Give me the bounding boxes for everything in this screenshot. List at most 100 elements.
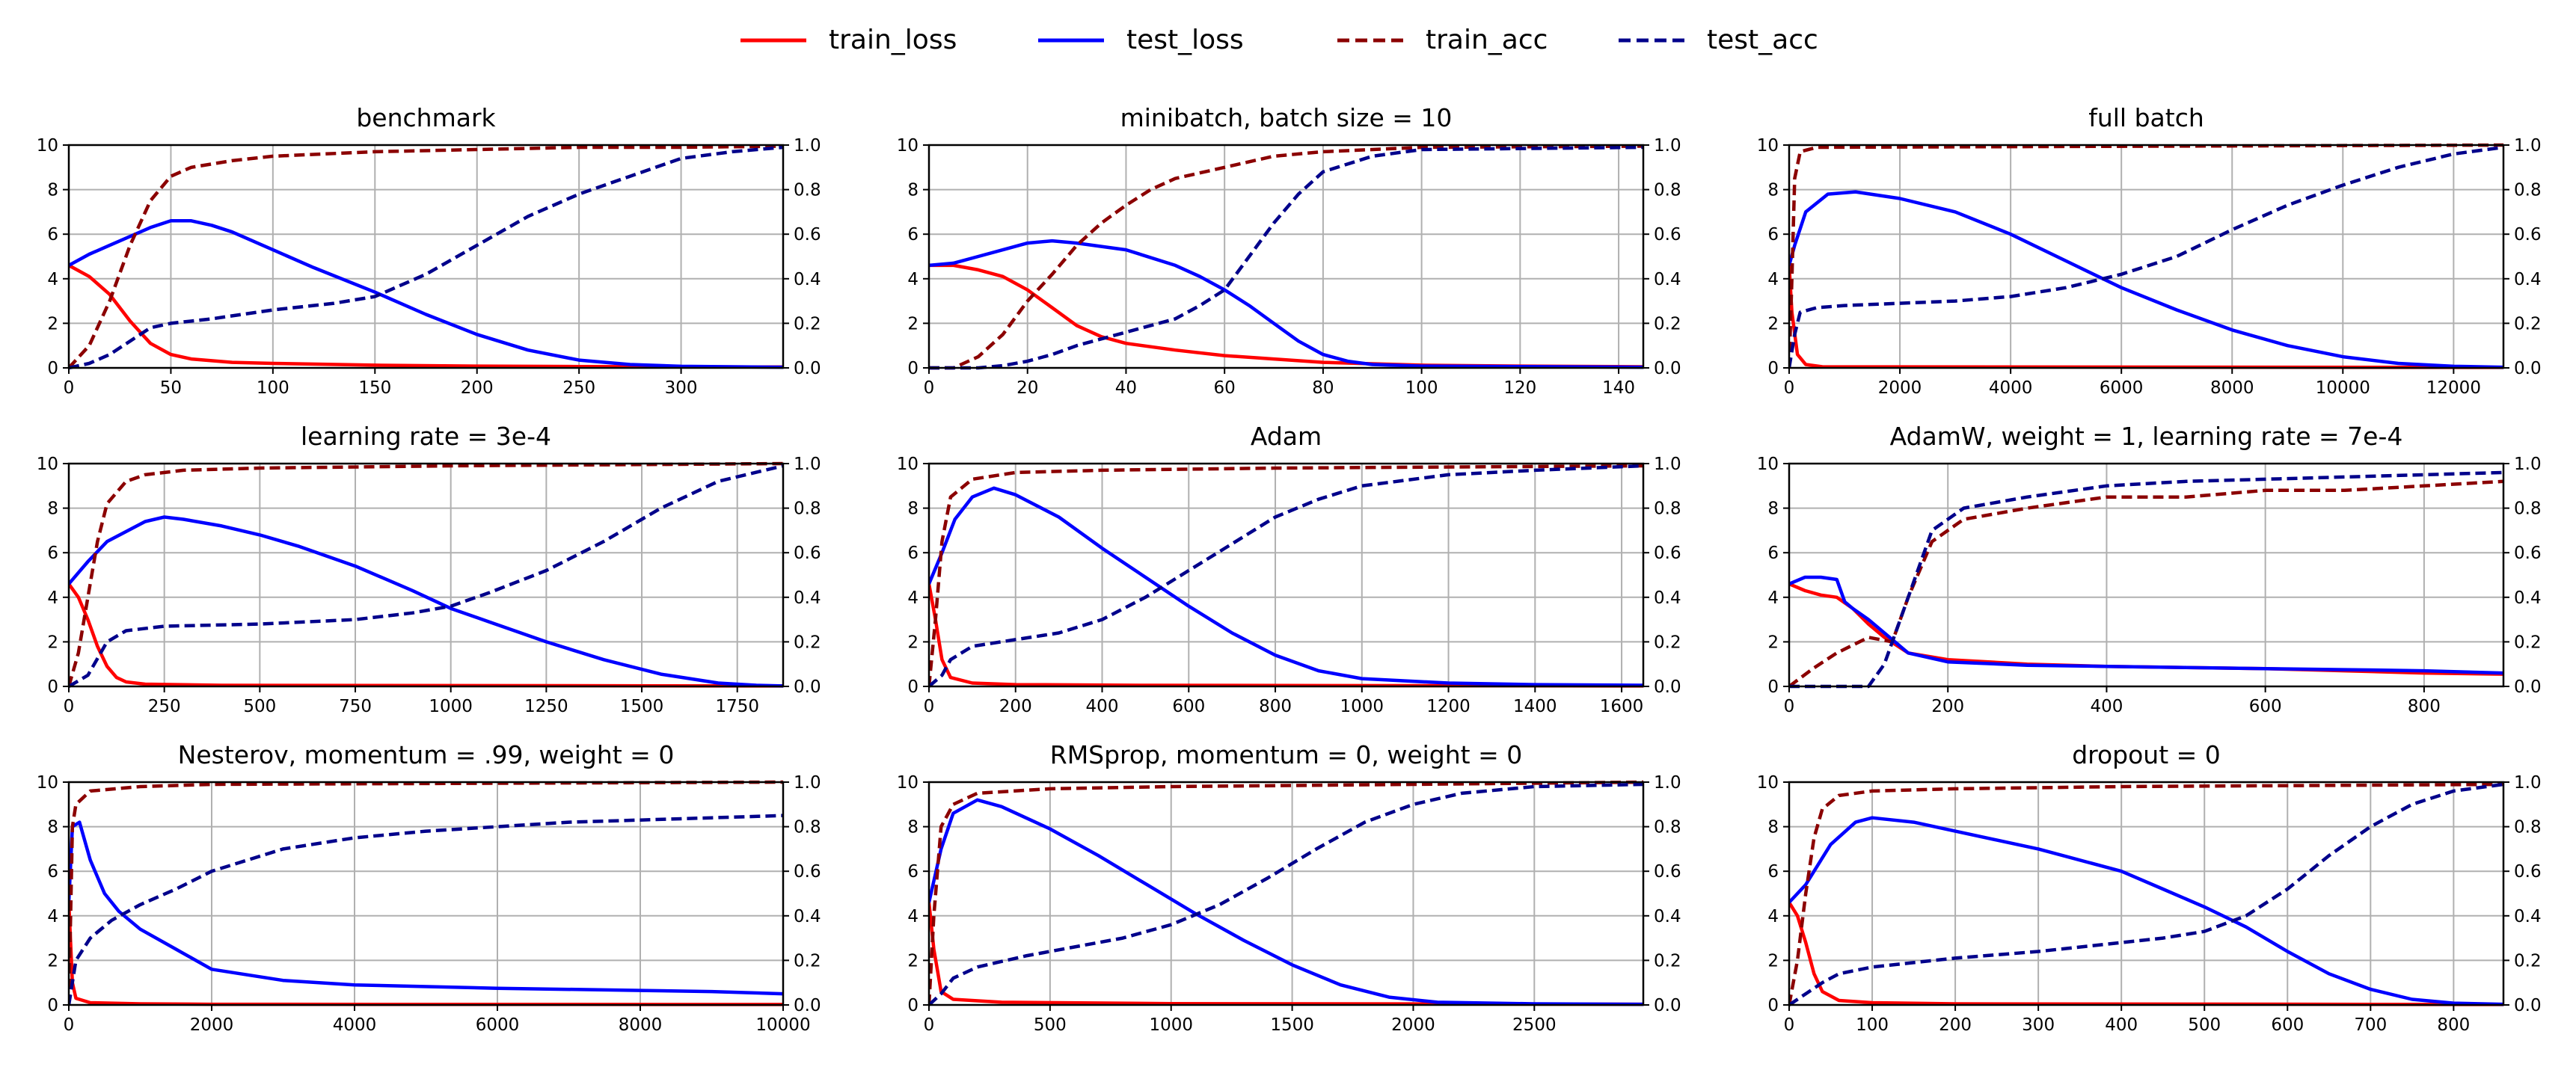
x-tick-label: 1400 — [1513, 697, 1557, 716]
y-tick-label-right: 0.6 — [1654, 544, 1681, 563]
y-tick-label-left: 0 — [47, 677, 58, 697]
series-line-train_loss — [929, 902, 1643, 1006]
series-line-test_loss — [69, 515, 783, 688]
x-tick-label: 200 — [1939, 1015, 1972, 1035]
x-tick-label: 100 — [257, 378, 289, 398]
axes-frame — [67, 462, 785, 688]
x-tick-label: 250 — [148, 697, 181, 716]
axes-frame — [67, 781, 785, 1006]
x-tick-label: 10000 — [755, 1015, 810, 1035]
y-tick-label-left: 4 — [47, 588, 58, 608]
y-tick-label-right: 1.0 — [2514, 773, 2542, 793]
y-tick-label-right: 0.2 — [1654, 633, 1681, 652]
x-tick-label: 500 — [243, 697, 276, 716]
x-tick-label: 20 — [1016, 378, 1038, 398]
subplot-8: RMSprop, momentum = 0, weight = 00 500 100… — [897, 740, 1681, 1035]
y-tick-label-left: 4 — [1767, 907, 1779, 926]
y-tick-label-right: 1.0 — [794, 773, 821, 793]
y-tick-label-left: 8 — [907, 818, 919, 837]
x-tick-label: 100 — [1405, 378, 1438, 398]
x-tick-label: 4000 — [1989, 378, 2033, 398]
y-tick-label-right: 0.2 — [2514, 951, 2542, 971]
axes-frame — [67, 144, 785, 369]
y-tick-label-right: 0.6 — [2514, 544, 2542, 563]
y-tick-label-right: 0.6 — [2514, 862, 2542, 882]
axes-frame — [1788, 462, 2505, 688]
y-tick-label-left: 4 — [1767, 588, 1779, 608]
y-tick-label-left: 0 — [1767, 359, 1779, 378]
x-tick-label: 1000 — [1149, 1015, 1193, 1035]
y-tick-label-left: 8 — [907, 499, 919, 519]
legend-item-train_loss: train_loss — [740, 25, 957, 55]
series-line-test_acc — [69, 814, 783, 1006]
y-tick-label-left: 2 — [47, 951, 58, 971]
y-tick-label-right: 0.4 — [794, 907, 821, 926]
x-tick-label: 50 — [160, 378, 182, 398]
series-line-test_loss — [69, 219, 783, 369]
series-line-test_acc — [1789, 470, 2503, 689]
x-tick-label: 80 — [1312, 378, 1334, 398]
subplot-4: learning rate = 3e-4 0 250 500 750 1000 1250 15… — [37, 422, 821, 716]
y-tick-label-right: 0.4 — [794, 270, 821, 289]
x-tick-label: 800 — [2408, 697, 2441, 716]
x-tick-label: 200 — [999, 697, 1032, 716]
x-tick-label: 1250 — [524, 697, 568, 716]
y-tick-label-right: 0.2 — [2514, 633, 2542, 652]
y-tick-label-right: 0.8 — [794, 181, 821, 200]
y-tick-label-right: 0.6 — [1654, 225, 1681, 245]
y-tick-label-right: 0.8 — [2514, 181, 2542, 200]
series-line-train_acc — [69, 461, 783, 687]
y-tick-label-right: 0.4 — [794, 588, 821, 608]
axes-frame — [927, 781, 1645, 1006]
x-tick-label: 100 — [1856, 1015, 1889, 1035]
x-tick-label: 0 — [1784, 1015, 1795, 1035]
x-tick-label: 4000 — [333, 1015, 377, 1035]
series-line-test_acc — [929, 464, 1643, 688]
y-tick-label-left: 4 — [907, 907, 919, 926]
y-tick-label-right: 0.6 — [794, 544, 821, 563]
y-tick-label-right: 0.0 — [1654, 677, 1681, 697]
y-tick-label-left: 2 — [47, 633, 58, 652]
subplot-1: benchmark 0 50 100 150 200 250 300 0 2 4 6 8 10 0.0 0.2… — [37, 103, 821, 398]
x-tick-label: 10000 — [2316, 378, 2370, 398]
y-tick-label-right: 1.0 — [1654, 455, 1681, 474]
x-tick-label: 120 — [1503, 378, 1536, 398]
series-line-train_acc — [929, 144, 1643, 370]
y-tick-label-left: 4 — [907, 588, 919, 608]
series-line-test_loss — [929, 486, 1643, 687]
legend-label: test_acc — [1707, 25, 1818, 55]
x-tick-label: 400 — [2105, 1015, 2138, 1035]
x-tick-label: 1600 — [1600, 697, 1644, 716]
x-tick-label: 500 — [1034, 1015, 1067, 1035]
legend-item-test_loss: test_loss — [1038, 25, 1244, 55]
series-line-train_loss — [1789, 265, 2503, 369]
x-tick-label: 2500 — [1512, 1015, 1557, 1035]
y-tick-label-left: 10 — [1757, 136, 1779, 156]
series-line-test_acc — [1789, 782, 2503, 1006]
legend-label: train_loss — [829, 25, 957, 55]
x-tick-label: 0 — [1784, 697, 1795, 716]
y-tick-label-right: 1.0 — [1654, 136, 1681, 156]
x-tick-label: 200 — [461, 378, 494, 398]
y-tick-label-left: 6 — [907, 225, 919, 245]
y-tick-label-left: 0 — [47, 996, 58, 1015]
x-tick-label: 0 — [64, 1015, 75, 1035]
series-line-train_acc — [929, 464, 1643, 687]
x-tick-label: 0 — [924, 697, 935, 716]
series-line-test_acc — [1789, 145, 2503, 369]
y-tick-label-left: 4 — [47, 907, 58, 926]
y-tick-label-left: 10 — [37, 455, 58, 474]
y-tick-label-right: 0.4 — [2514, 588, 2542, 608]
subplot-title: full batch — [2088, 103, 2204, 132]
x-tick-label: 0 — [64, 697, 75, 716]
x-tick-label: 600 — [2271, 1015, 2304, 1035]
series-line-train_acc — [1789, 782, 2503, 1006]
subplot-6: AdamW, weight = 1, learning rate = 7e-4 0… — [1757, 422, 2542, 716]
x-tick-label: 500 — [2188, 1015, 2221, 1035]
x-tick-label: 1000 — [429, 697, 473, 716]
x-tick-label: 1000 — [1340, 697, 1384, 716]
y-tick-label-right: 0.8 — [1654, 499, 1681, 519]
y-tick-label-left: 0 — [907, 677, 919, 697]
y-tick-label-left: 0 — [907, 359, 919, 378]
x-tick-label: 300 — [665, 378, 698, 398]
